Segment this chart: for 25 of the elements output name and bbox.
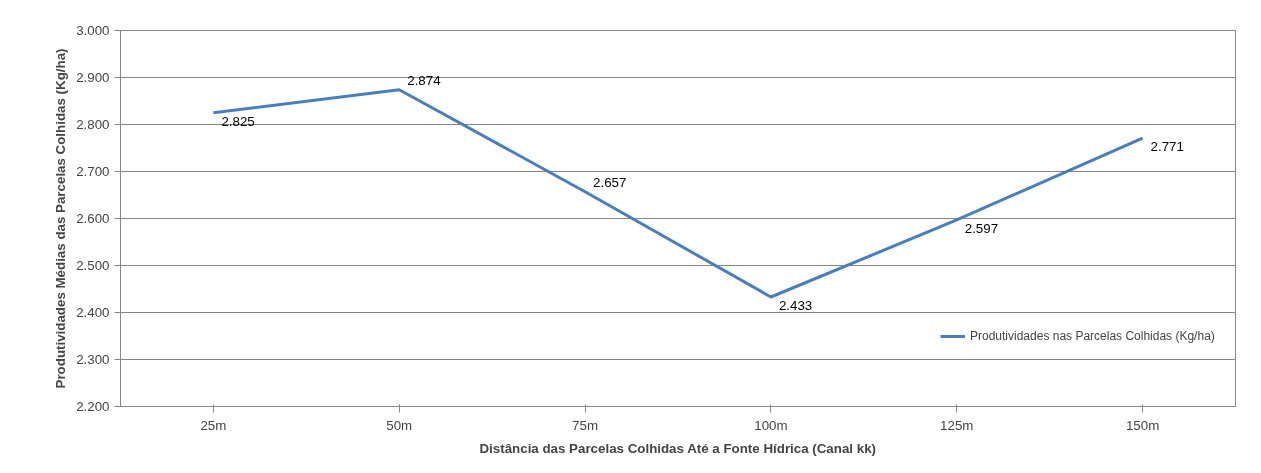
data-label: 2.874 xyxy=(407,72,442,88)
data-label: 2.597 xyxy=(964,220,999,236)
data-label: 2.771 xyxy=(1150,139,1184,155)
x-tick-label: 50m xyxy=(386,417,413,433)
data-label: 2.657 xyxy=(593,174,627,190)
x-tick-label: 125m xyxy=(940,417,974,433)
y-tick-label: 2.400 xyxy=(76,305,110,320)
x-tick-label: 150m xyxy=(1125,417,1160,433)
y-tick-label: 2.900 xyxy=(76,70,110,85)
y-tick-label: 2.200 xyxy=(76,399,110,414)
y-tick-label: 2.500 xyxy=(76,258,110,273)
data-label: 2.433 xyxy=(778,297,813,313)
x-tick-label: 25m xyxy=(200,417,227,433)
legend-label: Produtividades nas Parcelas Colhidas (Kg/ha) xyxy=(970,329,1215,343)
x-tick-label: 75m xyxy=(572,417,599,433)
x-axis-title: Distância das Parcelas Colhidas Até a Fonte Hídrica (Canal kk) xyxy=(479,440,877,456)
y-tick-label: 2.600 xyxy=(76,211,110,226)
y-tick-label: 2.800 xyxy=(76,117,110,132)
data-label: 2.825 xyxy=(221,113,255,129)
x-tick-label: 100m xyxy=(754,417,788,433)
y-tick-label: 3.000 xyxy=(76,23,110,38)
y-tick-label: 2.700 xyxy=(76,164,110,179)
y-tick-label: 2.300 xyxy=(76,352,110,367)
y-axis-title: Produtividades Médias das Parcelas Colhidas (Kg/ha) xyxy=(53,48,69,389)
line-series xyxy=(211,88,1145,299)
